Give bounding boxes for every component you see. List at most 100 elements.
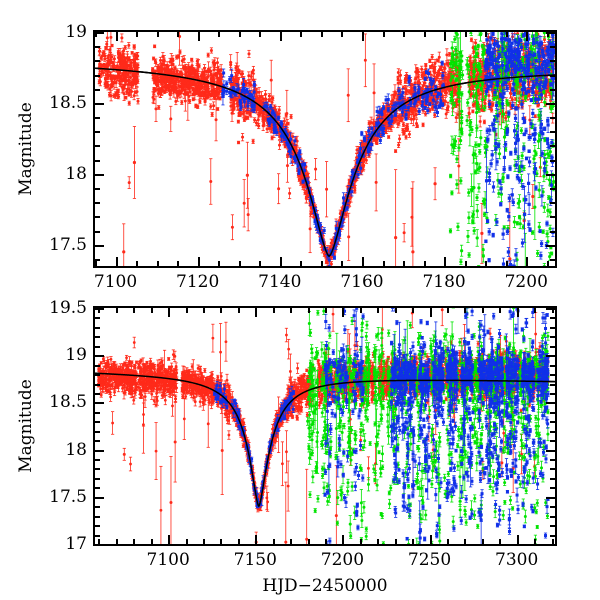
top-x-tick-top (526, 32, 529, 41)
top-x-tick-top (177, 32, 180, 37)
top-y-tick-right (550, 159, 555, 162)
top-y-tick-label: 19 (35, 22, 87, 42)
top-x-tick-label: 7200 (505, 272, 548, 292)
bot-x-tick-label: 7100 (147, 550, 190, 570)
top-x-tick (444, 257, 447, 266)
bot-y-tick-right (550, 487, 555, 490)
top-x-tick (403, 261, 406, 266)
bot-x-tick (150, 539, 153, 544)
bot-x-tick (185, 539, 188, 544)
top-x-tick-top (382, 32, 385, 37)
top-x-tick-top (279, 32, 282, 41)
top-y-tick (95, 74, 100, 77)
bot-y-tick-right (550, 345, 555, 348)
bot-x-tick-top (272, 308, 275, 313)
bottom-panel-plot-area (95, 308, 555, 544)
bot-x-tick-top (394, 308, 397, 313)
top-x-tick-top (115, 32, 118, 41)
top-x-tick-top (341, 32, 344, 37)
top-y-tick-right (550, 117, 555, 120)
top-x-tick-top (403, 32, 406, 37)
top-x-tick (136, 261, 139, 266)
bot-x-tick (359, 539, 362, 544)
bot-y-tick (95, 430, 100, 433)
top-y-tick-right (546, 173, 555, 176)
bot-x-tick-top (551, 308, 554, 313)
top-y-tick (95, 244, 104, 247)
top-y-tick-right (550, 216, 555, 219)
top-y-tick-right (550, 230, 555, 233)
top-x-tick (279, 257, 282, 266)
bot-x-tick-top (220, 308, 223, 313)
top-y-tick-right (550, 74, 555, 77)
bot-y-tick-right (550, 364, 555, 367)
bot-x-tick (307, 539, 310, 544)
bot-x-tick-top (516, 308, 519, 317)
top-x-tick (546, 261, 549, 266)
bot-y-tick-label: 18.5 (35, 392, 87, 412)
top-y-tick (95, 117, 100, 120)
top-x-tick-top (218, 32, 221, 37)
top-x-tick (300, 261, 303, 266)
top-x-tick (505, 261, 508, 266)
bot-x-tick-top (446, 308, 449, 313)
bot-x-tick-top (325, 308, 327, 313)
bot-x-tick-label: 7150 (234, 550, 277, 570)
top-x-tick-label: 7180 (422, 272, 465, 292)
bot-y-tick-right (550, 534, 555, 537)
bot-y-tick (95, 515, 100, 518)
top-x-tick (526, 257, 529, 266)
top-x-tick (259, 261, 262, 266)
bot-x-tick-label: 7200 (321, 550, 364, 570)
bot-x-tick (133, 539, 136, 544)
bot-y-tick (95, 326, 100, 329)
bot-x-tick-top (203, 308, 206, 313)
top-y-tick-right (550, 46, 555, 49)
bot-y-tick-right (546, 402, 555, 405)
bot-y-tick-label: 17 (35, 534, 87, 554)
top-x-tick-top (238, 32, 241, 37)
bot-y-tick (95, 345, 100, 348)
bot-x-tick (516, 535, 519, 544)
top-x-tick-top (423, 32, 426, 37)
bot-x-tick-top (342, 308, 345, 317)
top-y-tick (95, 188, 100, 190)
bot-series-green (306, 308, 550, 544)
bot-y-tick (95, 411, 100, 414)
bot-x-tick-top (412, 308, 415, 313)
top-y-tick (95, 216, 100, 219)
top-y-tick-right (550, 258, 555, 261)
top-y-tick-right (550, 188, 555, 190)
bot-y-tick-label: 19 (35, 345, 87, 365)
top-x-tick-top (95, 32, 97, 37)
bot-x-tick (412, 539, 415, 544)
top-x-tick-top (320, 32, 323, 37)
bot-x-tick (342, 535, 345, 544)
bot-x-tick-top (377, 308, 380, 313)
top-y-tick-right (546, 102, 555, 105)
top-x-tick (197, 257, 200, 266)
bot-y-tick (95, 506, 100, 509)
bot-x-tick (203, 539, 206, 544)
bot-model-curve-overlay (95, 372, 555, 507)
top-panel-plot (93, 30, 557, 268)
top-x-tick-top (444, 32, 447, 41)
top-x-tick-label: 7100 (94, 272, 137, 292)
top-x-tick (464, 261, 467, 266)
top-x-tick (485, 261, 488, 266)
top-x-tick-top (464, 32, 467, 37)
top-y-tick (95, 145, 100, 148)
top-y-tick-right (550, 202, 555, 205)
top-y-tick-label: 17.5 (35, 235, 87, 255)
bot-y-tick-right (546, 308, 555, 310)
bot-x-tick-top (115, 308, 118, 313)
top-x-tick (218, 261, 221, 266)
bot-y-tick (95, 374, 100, 377)
top-y-tick (95, 102, 104, 105)
bot-y-tick (95, 487, 100, 490)
bot-y-tick-right (550, 383, 555, 386)
top-y-tick-right (550, 88, 555, 91)
bot-y-tick-right (550, 430, 555, 433)
bot-y-tick-right (546, 449, 555, 452)
top-panel-y-axis-title: Magnitude (16, 102, 36, 196)
